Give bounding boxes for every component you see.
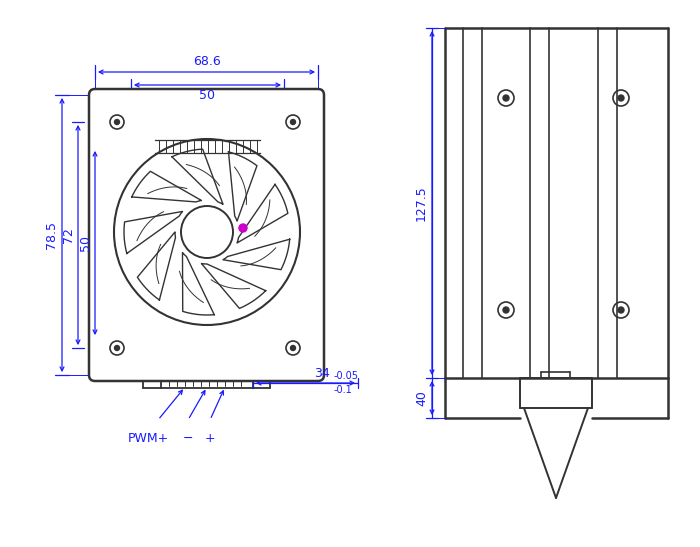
Text: 127.5: 127.5 bbox=[415, 185, 428, 221]
Polygon shape bbox=[124, 212, 183, 253]
Circle shape bbox=[239, 224, 247, 232]
Polygon shape bbox=[202, 264, 266, 309]
Circle shape bbox=[115, 119, 120, 125]
Text: -0.05: -0.05 bbox=[334, 371, 359, 381]
FancyBboxPatch shape bbox=[89, 89, 324, 381]
Polygon shape bbox=[132, 171, 202, 202]
Circle shape bbox=[115, 346, 120, 351]
Circle shape bbox=[503, 95, 509, 101]
Text: +: + bbox=[204, 432, 216, 445]
Circle shape bbox=[290, 119, 295, 125]
Polygon shape bbox=[137, 232, 176, 300]
Text: 50: 50 bbox=[199, 89, 216, 102]
Polygon shape bbox=[223, 239, 290, 270]
Polygon shape bbox=[172, 149, 223, 204]
Text: 72: 72 bbox=[62, 227, 75, 243]
Text: 40: 40 bbox=[415, 390, 428, 406]
Text: −: − bbox=[183, 432, 193, 445]
Circle shape bbox=[618, 95, 624, 101]
Text: 34: 34 bbox=[314, 367, 330, 380]
Text: -0.1: -0.1 bbox=[334, 385, 353, 395]
Text: PWM+: PWM+ bbox=[127, 432, 169, 445]
Text: 50: 50 bbox=[79, 235, 92, 251]
Text: 68.6: 68.6 bbox=[193, 55, 220, 68]
Polygon shape bbox=[228, 152, 257, 221]
Circle shape bbox=[290, 346, 295, 351]
Text: 78.5: 78.5 bbox=[45, 221, 58, 249]
Circle shape bbox=[618, 307, 624, 313]
Circle shape bbox=[503, 307, 509, 313]
Polygon shape bbox=[237, 184, 288, 243]
Polygon shape bbox=[183, 253, 214, 315]
